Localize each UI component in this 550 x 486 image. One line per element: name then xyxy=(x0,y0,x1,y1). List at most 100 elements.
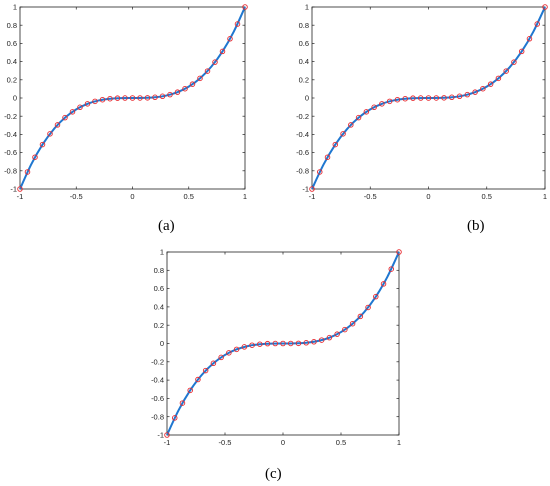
x-tick-label: 0 xyxy=(426,192,430,201)
data-point-marker xyxy=(357,313,364,320)
y-tick-label: -0.4 xyxy=(296,130,309,139)
data-point-marker xyxy=(272,340,279,347)
y-tick-label: 0.2 xyxy=(154,321,164,330)
x-tick-label: -0.5 xyxy=(70,192,83,201)
y-tick-label: -0.6 xyxy=(296,148,309,157)
y-tick-label: -1 xyxy=(10,185,17,194)
y-tick-label: -0.8 xyxy=(151,412,164,421)
data-point-marker xyxy=(242,4,248,10)
data-point-marker xyxy=(410,95,416,101)
y-tick-label: 0.2 xyxy=(299,75,309,84)
y-tick-label: -1 xyxy=(157,431,164,440)
data-point-marker xyxy=(77,104,83,111)
data-point-marker xyxy=(287,340,294,347)
y-tick-label: -0.2 xyxy=(151,357,164,366)
data-point-marker xyxy=(24,169,31,175)
y-tick-label: 0.2 xyxy=(7,75,17,84)
data-point-marker xyxy=(227,36,233,42)
data-point-marker xyxy=(280,340,286,347)
y-tick-label: -0.4 xyxy=(151,376,164,385)
y-tick-label: 0.8 xyxy=(7,21,17,30)
data-point-marker xyxy=(433,95,440,101)
data-point-marker xyxy=(167,91,173,98)
data-point-marker xyxy=(526,36,533,42)
x-tick-label: 1 xyxy=(243,192,247,201)
data-point-marker xyxy=(129,95,136,101)
data-point-marker xyxy=(309,186,315,192)
data-point-marker xyxy=(62,114,68,121)
x-tick-label: -1 xyxy=(164,438,171,447)
data-point-marker xyxy=(317,169,323,175)
data-point-marker xyxy=(365,304,371,311)
data-point-marker xyxy=(379,101,385,107)
data-point-marker xyxy=(39,141,46,148)
data-point-marker xyxy=(318,337,325,343)
data-point-marker xyxy=(241,344,248,350)
panel-label-b: (b) xyxy=(467,218,485,234)
panel-label-c: (c) xyxy=(265,466,282,482)
data-point-marker xyxy=(311,339,317,345)
data-point-marker xyxy=(137,95,143,101)
y-tick-label: 1 xyxy=(305,3,309,12)
x-tick-label: 0.5 xyxy=(482,192,492,201)
y-tick-label: 1 xyxy=(13,3,17,12)
data-point-marker xyxy=(380,281,387,287)
data-point-marker xyxy=(394,96,401,103)
y-tick-label: 0.8 xyxy=(154,266,164,275)
x-tick-label: -1 xyxy=(17,192,24,201)
data-point-marker xyxy=(187,387,193,394)
data-point-marker xyxy=(332,141,339,148)
y-tick-label: 0.6 xyxy=(7,39,17,48)
data-point-marker xyxy=(355,114,362,121)
data-point-marker xyxy=(122,95,128,101)
data-point-marker xyxy=(84,101,91,107)
data-point-marker xyxy=(54,122,61,128)
data-point-marker xyxy=(69,109,76,115)
data-point-marker xyxy=(373,293,379,300)
y-tick-label: -0.8 xyxy=(296,166,309,175)
data-point-marker xyxy=(295,340,302,347)
data-point-marker xyxy=(219,48,226,55)
data-point-marker xyxy=(371,104,377,111)
data-point-marker xyxy=(164,432,170,438)
y-tick-label: 0.4 xyxy=(299,57,309,66)
data-point-marker xyxy=(114,95,121,101)
x-tick-label: 0 xyxy=(281,438,285,447)
x-tick-label: 1 xyxy=(397,438,401,447)
data-point-marker xyxy=(386,98,393,105)
data-point-marker xyxy=(449,94,455,101)
data-point-marker xyxy=(402,95,408,102)
y-tick-label: 1 xyxy=(160,248,164,257)
data-point-marker xyxy=(348,122,354,128)
data-point-marker xyxy=(197,75,203,82)
data-point-marker xyxy=(487,81,494,87)
chart-panel-b: -1 -0.5 0 0.5 1 -1 -0.8 -0.6 -0.4 -0.2 0 0.2 0.4 0.6 0… xyxy=(296,3,548,201)
data-point-marker xyxy=(32,154,38,160)
data-point-marker xyxy=(92,98,98,105)
y-tick-label: -0.6 xyxy=(151,394,164,403)
data-point-marker xyxy=(441,95,447,101)
y-tick-label: -0.8 xyxy=(4,166,17,175)
data-point-marker xyxy=(534,21,540,27)
data-point-marker xyxy=(159,93,166,100)
data-point-marker xyxy=(202,367,209,374)
data-point-marker xyxy=(456,93,463,100)
x-tick-label: 1 xyxy=(543,192,547,201)
data-point-marker xyxy=(107,95,113,102)
data-point-marker xyxy=(511,59,517,65)
y-tick-label: -0.4 xyxy=(4,130,17,139)
series-line xyxy=(311,6,546,190)
data-point-marker xyxy=(195,376,201,383)
data-point-marker xyxy=(503,68,509,74)
data-point-marker xyxy=(234,21,241,27)
series-line xyxy=(166,251,400,436)
x-tick-label: 0 xyxy=(130,192,134,201)
data-point-marker xyxy=(47,131,53,137)
data-point-marker xyxy=(212,59,218,65)
data-point-marker xyxy=(480,85,486,92)
x-tick-label: 0.5 xyxy=(184,192,194,201)
data-point-marker xyxy=(417,95,424,101)
y-tick-label: 0.6 xyxy=(154,284,164,293)
series-line xyxy=(19,6,246,190)
data-point-marker xyxy=(542,4,548,10)
